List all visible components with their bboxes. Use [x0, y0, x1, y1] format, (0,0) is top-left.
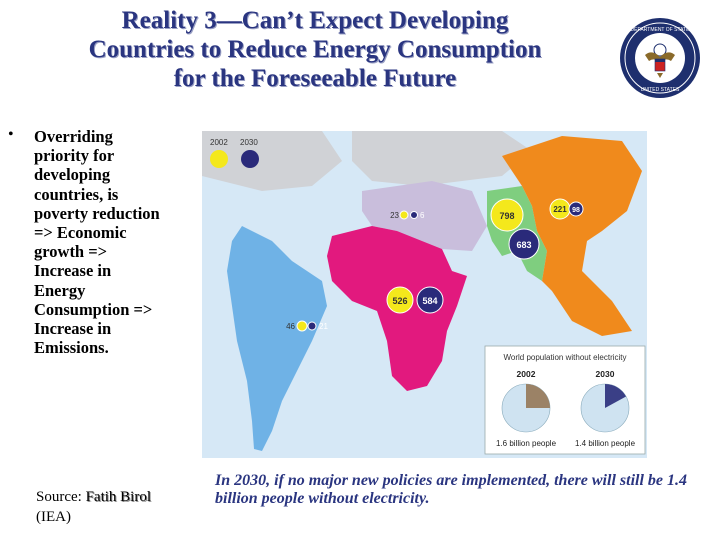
bullet-text: Overriding priority for developing count… — [34, 127, 194, 357]
middle-east-markers: 23 6 — [390, 210, 425, 220]
bullet-line: poverty reduction — [34, 203, 160, 223]
africa-2002-label: 526 — [392, 296, 407, 306]
bullet-marker: • — [8, 126, 14, 143]
legend-year-a: 2002 — [210, 138, 228, 147]
inset-share-2030 — [605, 384, 627, 408]
bullet-line: Increase in — [34, 319, 112, 339]
legend-swatch-b — [241, 150, 259, 168]
middle-east-2030-dot — [410, 211, 418, 219]
north-america-land — [202, 131, 342, 191]
bullet-line: Consumption => — [34, 299, 153, 319]
inset-title: World population without electricity — [503, 353, 626, 362]
africa-2030-label: 584 — [422, 296, 437, 306]
region-middle-east — [362, 181, 487, 251]
africa-markers: 526 584 — [386, 286, 444, 314]
latin-america-2002-label: 46 — [286, 322, 295, 331]
department-of-state-seal-icon: DEPARTMENT OF STATE UNITED STATES — [620, 18, 700, 98]
svg-text:DEPARTMENT OF STATE: DEPARTMENT OF STATE — [631, 27, 691, 33]
latin-america-2030-label: 21 — [319, 322, 328, 331]
slide-title: Reality 3—Can’t Expect Developing Countr… — [20, 6, 610, 93]
inset-year-a: 2002 — [517, 369, 536, 379]
bullet-line: Energy — [34, 280, 86, 300]
bullet-line: countries, is — [34, 184, 119, 204]
legend-year-b: 2030 — [240, 138, 258, 147]
title-line: Reality 3—Can’t Expect Developing — [121, 7, 509, 34]
bullet-line: Emissions. — [34, 338, 109, 358]
inset-year-b: 2030 — [596, 369, 615, 379]
bullet-line: developing — [34, 165, 111, 185]
energy-access-map: 2002 2030 23 6 798 683 221 98 526 584 46… — [202, 131, 647, 458]
latin-america-2030-dot — [307, 321, 317, 331]
east-asia-2030-dot — [568, 201, 584, 217]
south-asia-2002-dot — [490, 198, 524, 232]
south-asia-2030-label: 683 — [516, 240, 531, 250]
middle-east-2002-dot — [399, 210, 409, 220]
south-asia-markers: 798 683 — [490, 198, 540, 260]
latin-america-2002-dot — [296, 320, 308, 332]
population-inset: World population without electricity 200… — [484, 345, 646, 455]
inset-caption-b: 1.4 billion people — [575, 439, 636, 448]
bullet-line: Overriding — [34, 127, 113, 146]
bullet-line: priority for — [34, 146, 115, 166]
bullet-line: Increase in — [34, 261, 112, 281]
middle-east-2002-label: 23 — [390, 211, 399, 220]
inset-caption-a: 1.6 billion people — [496, 439, 557, 448]
footnote: In 2030, if no major new policies are im… — [215, 472, 687, 507]
middle-east-2030-label: 6 — [420, 211, 425, 220]
source-org: (IEA) — [36, 509, 71, 525]
svg-text:UNITED STATES: UNITED STATES — [641, 87, 680, 93]
title-line: for the Foreseeable Future — [173, 65, 457, 92]
legend-swatch-a — [210, 150, 228, 168]
bullet-line: growth => — [34, 242, 108, 262]
source-credit: Source: Fatih Birol (IEA) — [36, 487, 186, 527]
title-line: Countries to Reduce Energy Consumption — [88, 36, 542, 63]
latin-america-markers: 46 21 — [286, 320, 328, 332]
africa-2002-dot — [386, 286, 414, 314]
bullet-line: => Economic — [34, 223, 127, 243]
east-asia-2002-label: 221 — [553, 205, 567, 214]
region-east-asia — [502, 136, 642, 336]
east-asia-2030-label: 98 — [572, 207, 580, 214]
africa-2030-dot — [416, 286, 444, 314]
south-asia-2030-dot — [508, 228, 540, 260]
source-label: Source: — [36, 489, 82, 505]
inset-share-2002 — [526, 384, 550, 408]
east-asia-markers: 221 98 — [549, 198, 584, 220]
europe-russia-land — [352, 131, 532, 186]
region-latin-america — [227, 226, 327, 451]
south-asia-2002-label: 798 — [499, 211, 514, 221]
source-author: Fatih Birol — [85, 489, 151, 505]
